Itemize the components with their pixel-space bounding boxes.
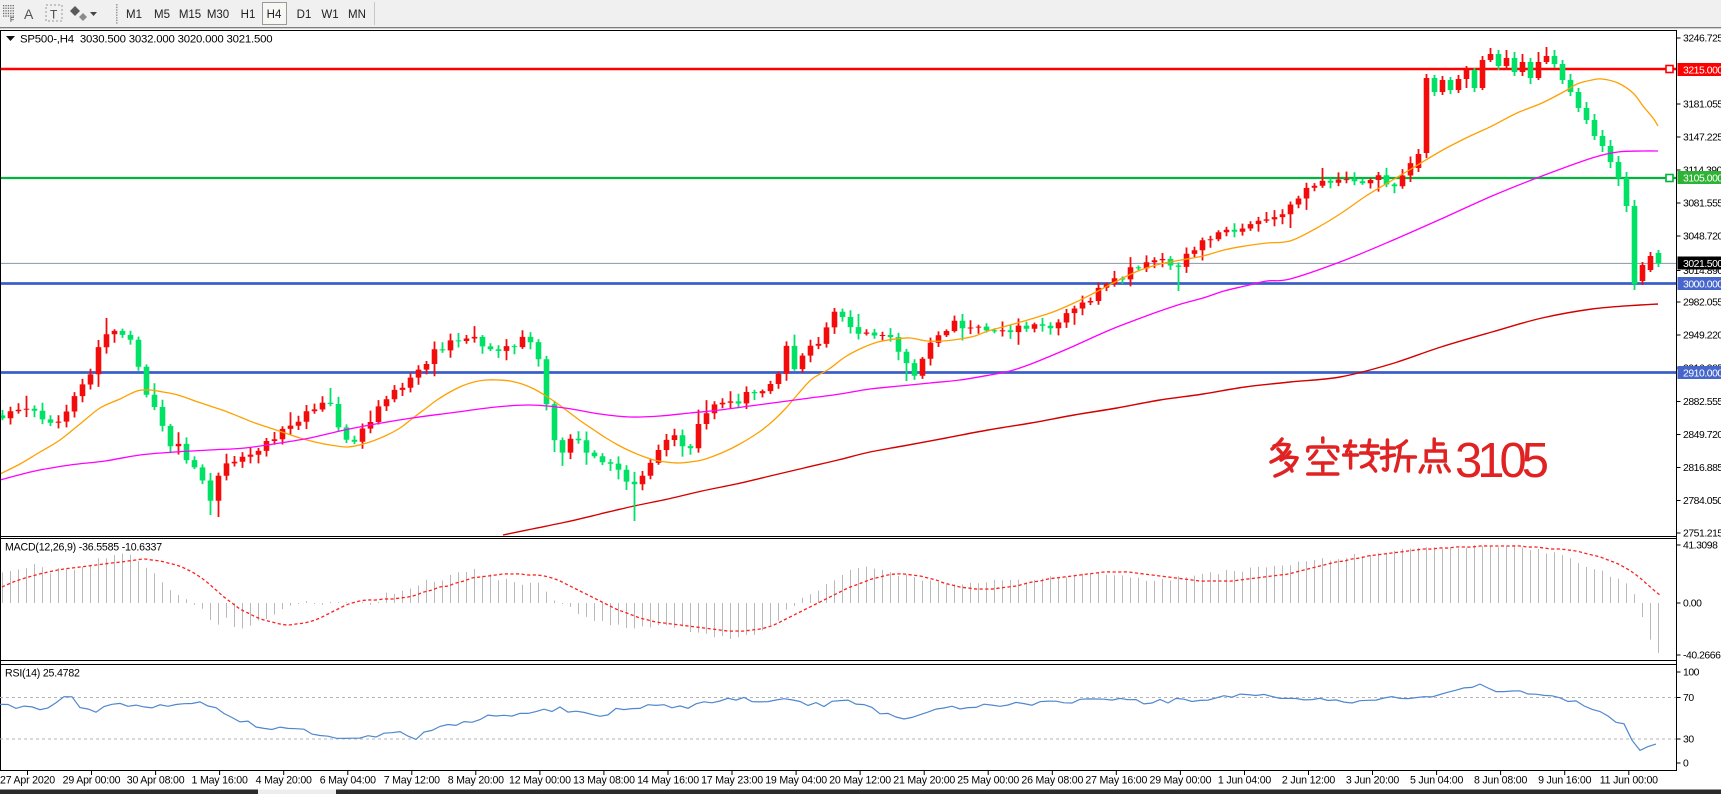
svg-text:41.3098: 41.3098 — [1683, 541, 1718, 552]
svg-text:29 May 00:00: 29 May 00:00 — [1150, 775, 1212, 787]
svg-text:-40.2666: -40.2666 — [1683, 651, 1721, 662]
svg-text:21 May 20:00: 21 May 20:00 — [893, 775, 955, 787]
svg-text:M1: M1 — [126, 9, 142, 21]
svg-text:M5: M5 — [154, 9, 170, 21]
svg-text:8 Jun 08:00: 8 Jun 08:00 — [1474, 775, 1527, 787]
svg-text:26 May 08:00: 26 May 08:00 — [1021, 775, 1083, 787]
svg-text:2949.220: 2949.220 — [1683, 331, 1721, 342]
svg-text:14 May 16:00: 14 May 16:00 — [637, 775, 699, 787]
svg-text:F: F — [10, 17, 14, 24]
svg-text:3181.055: 3181.055 — [1683, 100, 1721, 111]
svg-text:3000.000: 3000.000 — [1683, 279, 1721, 290]
svg-text:8 May 20:00: 8 May 20:00 — [448, 775, 504, 787]
svg-text:RSI(14) 25.4782: RSI(14) 25.4782 — [5, 668, 80, 680]
svg-text:29 Apr 00:00: 29 Apr 00:00 — [63, 775, 121, 787]
svg-text:30 Apr 08:00: 30 Apr 08:00 — [127, 775, 185, 787]
svg-text:2849.720: 2849.720 — [1683, 430, 1721, 441]
svg-text:3246.725: 3246.725 — [1683, 34, 1721, 45]
svg-text:3081.555: 3081.555 — [1683, 199, 1721, 210]
svg-text:2784.050: 2784.050 — [1683, 496, 1721, 507]
svg-text:100: 100 — [1683, 668, 1700, 679]
svg-text:A: A — [24, 6, 34, 22]
svg-text:3105.000: 3105.000 — [1683, 173, 1721, 184]
svg-text:3215.000: 3215.000 — [1683, 65, 1721, 76]
svg-text:27 Apr 2020: 27 Apr 2020 — [0, 775, 55, 787]
svg-text:2910.000: 2910.000 — [1683, 368, 1721, 379]
svg-text:25 May 00:00: 25 May 00:00 — [957, 775, 1019, 787]
svg-text:20 May 12:00: 20 May 12:00 — [829, 775, 891, 787]
svg-text:H4: H4 — [267, 9, 282, 21]
svg-text:M15: M15 — [179, 9, 201, 21]
svg-text:3014.890: 3014.890 — [1683, 266, 1721, 277]
svg-text:2816.885: 2816.885 — [1683, 463, 1721, 474]
svg-text:3048.720: 3048.720 — [1683, 232, 1721, 243]
svg-text:3 Jun 20:00: 3 Jun 20:00 — [1346, 775, 1399, 787]
svg-text:11 Jun 00:00: 11 Jun 00:00 — [1600, 775, 1658, 787]
svg-text:30: 30 — [1683, 735, 1694, 746]
svg-text:0: 0 — [1683, 759, 1689, 770]
svg-text:19 May 04:00: 19 May 04:00 — [765, 775, 827, 787]
svg-text:70: 70 — [1683, 693, 1694, 704]
svg-text:1 May 16:00: 1 May 16:00 — [192, 775, 248, 787]
svg-text:13 May 08:00: 13 May 08:00 — [573, 775, 635, 787]
svg-text:SP500-,H4 3030.500 3032.000 3: SP500-,H4 3030.500 3032.000 3020.000 302… — [20, 34, 272, 46]
svg-text:MACD(12,26,9) -36.5585 -10.633: MACD(12,26,9) -36.5585 -10.6337 — [5, 542, 162, 554]
svg-text:M30: M30 — [207, 9, 229, 21]
svg-text:5 Jun 04:00: 5 Jun 04:00 — [1410, 775, 1463, 787]
svg-text:W1: W1 — [321, 9, 338, 21]
svg-text:7 May 12:00: 7 May 12:00 — [384, 775, 440, 787]
svg-text:12 May 00:00: 12 May 00:00 — [509, 775, 571, 787]
svg-text:17 May 23:00: 17 May 23:00 — [701, 775, 763, 787]
svg-text:3147.225: 3147.225 — [1683, 133, 1721, 144]
svg-text:D1: D1 — [297, 9, 312, 21]
svg-text:27 May 16:00: 27 May 16:00 — [1085, 775, 1147, 787]
svg-text:T: T — [50, 8, 58, 22]
svg-text:6 May 04:00: 6 May 04:00 — [320, 775, 376, 787]
svg-text:2 Jun 12:00: 2 Jun 12:00 — [1282, 775, 1335, 787]
svg-text:2982.055: 2982.055 — [1683, 298, 1721, 309]
svg-text:3021.500: 3021.500 — [1683, 259, 1721, 270]
svg-text:2751.215: 2751.215 — [1683, 529, 1721, 540]
svg-text:4 May 20:00: 4 May 20:00 — [256, 775, 312, 787]
svg-text:MN: MN — [348, 9, 366, 21]
svg-text:2882.555: 2882.555 — [1683, 397, 1721, 408]
svg-text:9 Jun 16:00: 9 Jun 16:00 — [1538, 775, 1591, 787]
svg-text:H1: H1 — [241, 9, 256, 21]
svg-text:3105: 3105 — [1455, 434, 1548, 488]
svg-text:1 Jun 04:00: 1 Jun 04:00 — [1218, 775, 1271, 787]
svg-text:0.00: 0.00 — [1683, 599, 1702, 610]
